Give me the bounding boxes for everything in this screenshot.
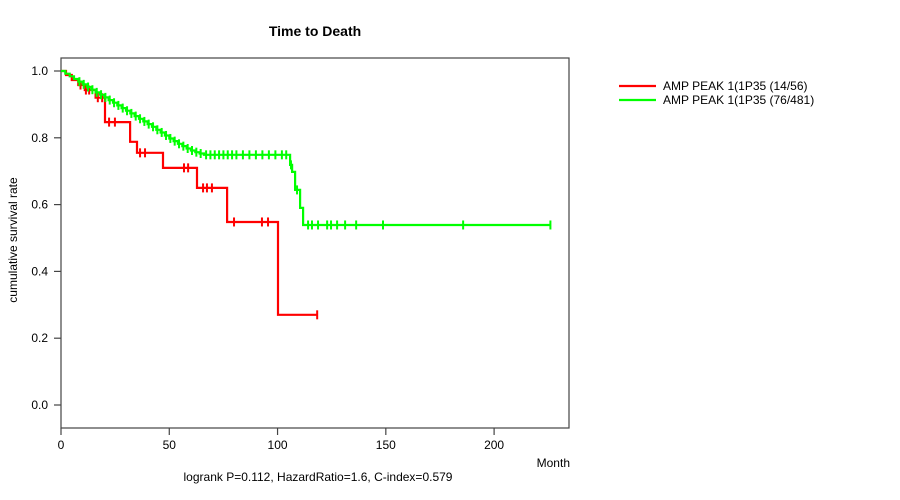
y-axis-label: cumulative survival rate bbox=[6, 177, 20, 303]
chart-title: Time to Death bbox=[269, 23, 361, 39]
caption-statistics: logrank P=0.112, HazardRatio=1.6, C-inde… bbox=[184, 470, 453, 484]
y-tick-label: 0.6 bbox=[31, 198, 48, 212]
x-tick-label: 0 bbox=[58, 438, 65, 452]
y-tick-label: 0.8 bbox=[31, 131, 48, 145]
plot-area-border bbox=[60, 57, 570, 429]
x-tick-label: 50 bbox=[163, 438, 177, 452]
y-tick-label: 0.0 bbox=[31, 398, 48, 412]
y-axis: 0.0 0.2 0.4 0.6 0.8 1.0 bbox=[31, 64, 61, 412]
survival-curve bbox=[61, 69, 318, 316]
survival-curve bbox=[61, 69, 551, 227]
x-axis: 0 50 100 150 200 bbox=[58, 428, 504, 452]
legend-label-green-series: AMP PEAK 1(1P35 (76/481) bbox=[663, 93, 814, 107]
x-tick-label: 100 bbox=[268, 438, 288, 452]
y-tick-label: 0.4 bbox=[31, 264, 48, 278]
survival-curves bbox=[61, 69, 552, 320]
legend: AMP PEAK 1(1P35 (14/56) AMP PEAK 1(1P35 … bbox=[619, 79, 814, 107]
y-tick-label: 0.2 bbox=[31, 331, 48, 345]
x-tick-label: 150 bbox=[376, 438, 396, 452]
y-tick-label: 1.0 bbox=[31, 64, 48, 78]
x-tick-label: 200 bbox=[484, 438, 504, 452]
x-axis-label: Month bbox=[537, 456, 570, 470]
legend-label-red-series: AMP PEAK 1(1P35 (14/56) bbox=[663, 79, 808, 93]
